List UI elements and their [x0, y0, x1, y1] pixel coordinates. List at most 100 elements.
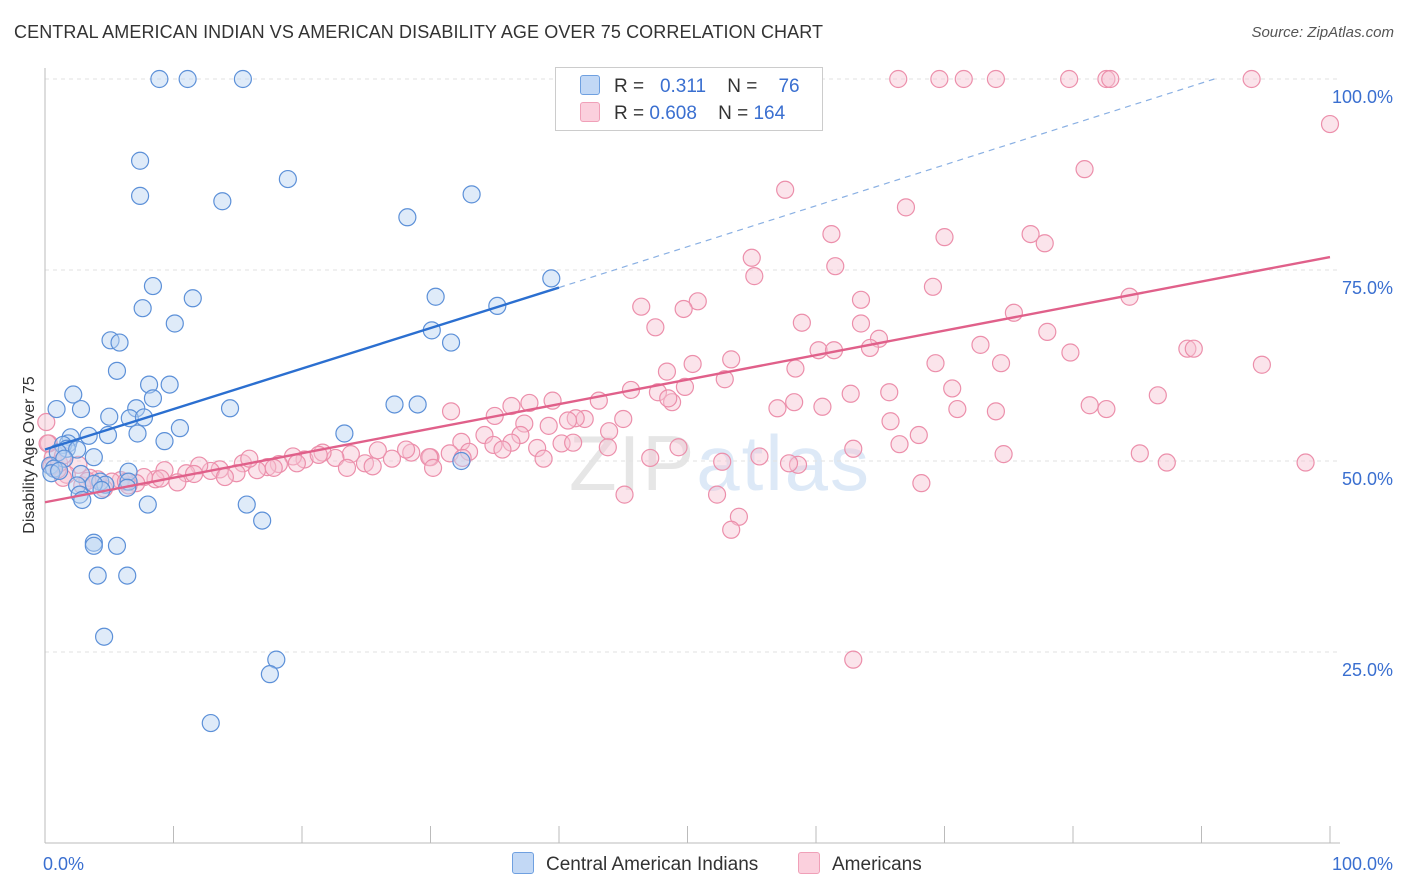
americans-point-73 [515, 414, 534, 433]
americans-point-131 [215, 467, 234, 487]
americans-point-141 [493, 440, 512, 459]
central-american-indians-point-52 [71, 464, 91, 484]
central-american-indians-point-27 [100, 407, 119, 426]
americans-point-20 [688, 292, 707, 311]
americans-point-0 [889, 69, 908, 89]
americans-point-7 [1242, 69, 1261, 89]
americans-point-4 [1060, 69, 1079, 89]
central-american-indians-point-44 [68, 440, 87, 459]
americans-point-8 [1320, 114, 1340, 134]
y-tick-label-2: 75.0% [1342, 278, 1393, 298]
pink-swatch [798, 852, 820, 874]
americans-point-154 [1130, 444, 1149, 463]
central-american-indians-point-42 [335, 424, 354, 443]
x-tick-label-min: 0.0% [43, 854, 84, 874]
americans-point-90 [341, 445, 360, 464]
central-american-indians-point-24 [64, 385, 83, 404]
americans-point-150 [890, 435, 909, 454]
americans-point-151 [986, 402, 1006, 421]
central-american-indians-point-12 [426, 287, 445, 306]
americans-point-28 [851, 314, 871, 333]
chart-title: CENTRAL AMERICAN INDIAN VS AMERICAN DISA… [14, 22, 824, 42]
americans-point-40 [860, 338, 880, 358]
americans-point-64 [768, 399, 787, 418]
r-value-pink: 0.608 [649, 103, 697, 124]
y-tick-label-0: 25.0% [1342, 660, 1393, 680]
central-american-indians-point-28 [127, 399, 146, 418]
americans-point-53 [1097, 399, 1116, 419]
americans-point-51 [1148, 386, 1167, 405]
central-american-indians-point-5 [130, 186, 150, 205]
americans-point-21 [632, 297, 651, 316]
central-american-indians-point-71 [95, 627, 114, 646]
americans-point-78 [600, 422, 619, 441]
central-american-indians-point-19 [110, 333, 129, 352]
americans-point-43 [657, 362, 677, 381]
central-american-indians-point-75 [452, 451, 471, 471]
central-american-indians-points [41, 69, 561, 733]
americans-point-162 [779, 454, 799, 473]
central-american-indians-point-65 [253, 511, 272, 530]
americans-point-156 [1296, 453, 1315, 472]
americans-point-38 [683, 354, 702, 374]
americans-point-18 [745, 267, 764, 286]
central-american-indians-point-69 [88, 566, 107, 585]
central-american-indians-point-51 [50, 461, 69, 481]
central-american-indians-point-15 [165, 314, 184, 333]
y-tick-label-1: 50.0% [1342, 469, 1393, 489]
pink-swatch [580, 102, 600, 122]
americans-point-19 [923, 277, 943, 296]
watermark: ZIPatlas [569, 419, 871, 507]
americans-point-54 [948, 399, 967, 419]
central-american-indians-point-73 [260, 665, 279, 684]
n-label: N = [727, 76, 758, 97]
americans-point-48 [880, 383, 899, 402]
americans-point-85 [420, 448, 439, 467]
americans-point-155 [1157, 453, 1176, 472]
americans-point-143 [564, 433, 583, 452]
americans-point-56 [785, 393, 804, 412]
americans-point-153 [1080, 396, 1099, 415]
y-tick-label-3: 100.0% [1332, 87, 1393, 107]
central-american-indians-point-3 [130, 151, 150, 170]
americans-point-41 [926, 354, 945, 373]
central-american-indians-point-70 [118, 566, 137, 585]
americans-point-31 [1038, 322, 1057, 341]
americans-point-66 [881, 412, 900, 431]
n-value-pink: 164 [753, 103, 786, 124]
central-american-indians-point-17 [441, 333, 461, 352]
americans-point-152 [994, 445, 1013, 464]
central-american-indians-point-1 [178, 69, 197, 89]
americans-point-11 [896, 198, 916, 217]
americans-point-57 [659, 389, 678, 408]
americans-point-88 [368, 441, 387, 460]
blue-swatch [580, 75, 600, 95]
central-american-indians-point-46 [84, 448, 103, 467]
americans-point-142 [534, 449, 553, 468]
central-american-indians-point-41 [155, 432, 174, 451]
americans-point-44 [786, 359, 805, 378]
americans-point-72 [539, 416, 558, 435]
americans-point-61 [502, 396, 521, 416]
americans-point-140 [453, 448, 472, 468]
americans-point-14 [1021, 224, 1040, 244]
americans-point-71 [558, 411, 578, 430]
americans-point-15 [1035, 234, 1054, 253]
legend-row-pink: R = 0.608 N = 164 [580, 102, 785, 128]
central-american-indians-point-20 [107, 361, 127, 380]
americans-point-2 [954, 69, 973, 89]
americans-point-80 [502, 433, 521, 452]
americans-point-136 [337, 458, 357, 477]
americans-point-24 [1252, 355, 1271, 374]
central-american-indians-point-22 [160, 375, 179, 394]
central-american-indians-point-11 [183, 289, 202, 308]
americans-point-16 [742, 248, 761, 267]
central-american-indians-point-2 [233, 69, 252, 89]
americans-point-67 [909, 425, 928, 445]
americans-point-159 [707, 485, 727, 504]
bottom-legend-pink: Americans [798, 852, 922, 878]
americans-point-65 [813, 397, 832, 416]
central-american-indians-point-4 [278, 169, 297, 189]
central-american-indians-point-32 [385, 395, 404, 414]
n-label: N = [718, 103, 749, 124]
